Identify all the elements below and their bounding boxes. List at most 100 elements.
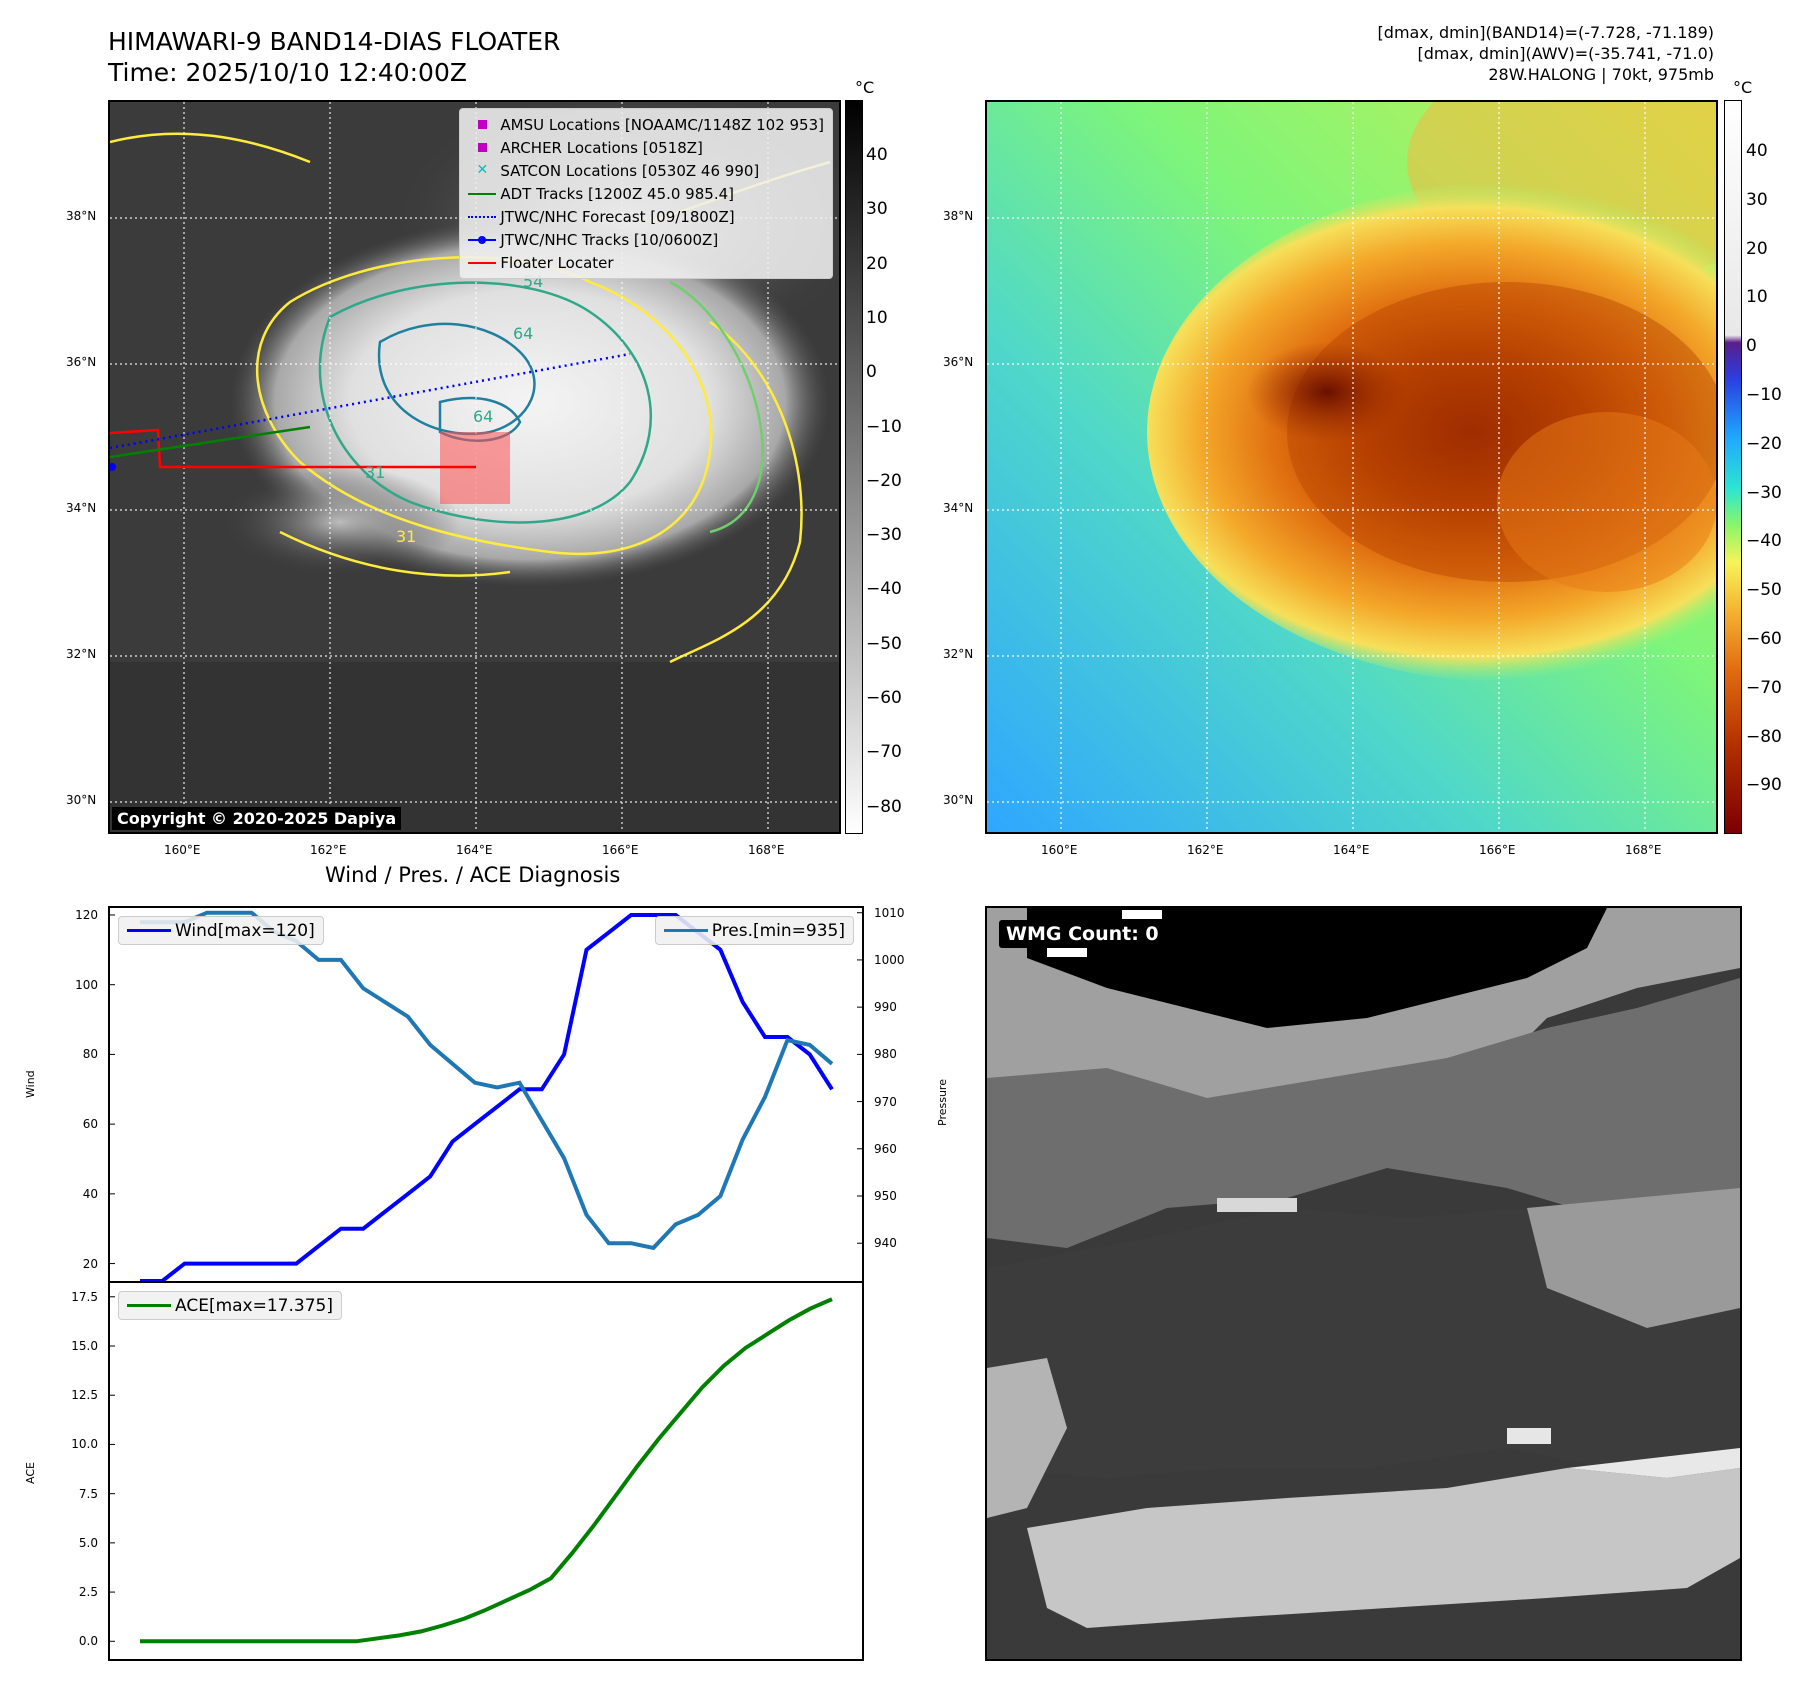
legend-label: ACE[max=17.375] (175, 1295, 333, 1316)
colorbar-unit: °C (855, 78, 875, 97)
lon-tick: 168°E (748, 843, 785, 857)
x-marker-icon: ✕ (476, 162, 489, 178)
wind-pressure-chart: Wind[max=120] Pres.[min=935] (108, 906, 864, 1283)
colorbar-tick: −60 (866, 688, 902, 708)
legend-item: AMSU Locations [NOAAMC/1148Z 102 953] (464, 113, 824, 136)
y-axis-label: ACE (24, 1462, 37, 1484)
wind-legend: Wind[max=120] (118, 916, 324, 945)
square-marker-icon (464, 136, 500, 159)
lat-tick: 38°N (66, 209, 97, 223)
lat-tick: 34°N (66, 501, 97, 515)
legend-label: Wind[max=120] (175, 920, 315, 941)
info-line-2: [dmax, dmin](AWV)=(-35.741, -71.0) (1417, 44, 1714, 63)
axis-tick: 10.0 (71, 1437, 98, 1452)
ir-map-panel: 54 64 64 31 31 AMSU Locations [NOAAMC/11… (108, 100, 841, 834)
lon-tick: 166°E (1479, 843, 1516, 857)
colorbar-tick: −30 (866, 525, 902, 546)
colorbar-tick: 20 (866, 253, 888, 274)
colorbar-tick: −30 (1746, 482, 1782, 503)
ace-legend: ACE[max=17.375] (118, 1291, 342, 1320)
line-marker-icon (123, 919, 175, 942)
info-line-1: [dmax, dmin](BAND14)=(-7.728, -71.189) (1377, 23, 1714, 42)
colorbar-tick: −20 (1746, 433, 1782, 454)
colorbar-tick: −70 (1746, 677, 1782, 698)
lat-tick: 30°N (66, 793, 97, 807)
axis-tick: 15.0 (71, 1338, 98, 1353)
dotted-line-icon (464, 205, 500, 228)
colorbar-tick: 30 (866, 199, 888, 220)
axis-tick: 80 (82, 1047, 98, 1062)
pressure-legend: Pres.[min=935] (654, 916, 854, 945)
legend-label: SATCON Locations [0530Z 46 990] (500, 161, 760, 180)
legend-item: ✕ SATCON Locations [0530Z 46 990] (464, 159, 824, 182)
y2-axis-label: Pressure (936, 1079, 949, 1126)
axis-tick: 960 (874, 1141, 897, 1156)
lat-tick: 30°N (943, 793, 974, 807)
colorbar-tick: 0 (866, 362, 877, 383)
wind-series-line (140, 913, 834, 1281)
lon-tick: 162°E (310, 843, 347, 857)
axis-tick: 5.0 (78, 1535, 98, 1550)
colorbar-tick: −10 (1746, 385, 1782, 405)
legend-item: Floater Locater (464, 251, 824, 274)
legend-label: ADT Tracks [1200Z 45.0 985.4] (500, 184, 734, 203)
wind-pressure-plot (110, 910, 862, 1281)
colorbar-tick: −60 (1746, 629, 1782, 649)
lon-tick: 168°E (1625, 843, 1662, 857)
line-marker-icon (123, 1294, 175, 1317)
wmg-count-label: WMG Count: 0 (999, 920, 1166, 948)
wmg-image (987, 908, 1740, 1659)
pressure-series-line (140, 910, 834, 1251)
enhanced-map-panel (985, 100, 1718, 834)
legend-item: JTWC/NHC Forecast [09/1800Z] (464, 205, 824, 228)
colorbar-tick: −40 (866, 579, 902, 600)
legend-label: JTWC/NHC Tracks [10/0600Z] (500, 230, 719, 249)
colorbar-unit: °C (1733, 78, 1753, 97)
square-marker-icon (464, 113, 500, 136)
colorbar-tick: 0 (1746, 336, 1757, 357)
title-line-2: Time: 2025/10/10 12:40:00Z (108, 58, 467, 87)
axis-tick: 7.5 (78, 1486, 98, 1501)
gray-colorbar (845, 100, 863, 834)
colorbar-tick: 40 (866, 145, 888, 165)
y-axis-label: Wind (24, 1070, 37, 1098)
colorbar-tick: −40 (1746, 531, 1782, 552)
axis-tick: 20 (82, 1256, 98, 1271)
legend-item: Pres.[min=935] (660, 919, 845, 942)
axis-tick: 980 (874, 1047, 897, 1062)
legend-label: JTWC/NHC Forecast [09/1800Z] (500, 207, 735, 226)
color-colorbar (1724, 100, 1742, 834)
copyright-badge: Copyright © 2020-2025 Dapiya (112, 807, 402, 830)
title-line-1: HIMAWARI-9 BAND14-DIAS FLOATER (108, 27, 561, 56)
legend-item: ACE[max=17.375] (123, 1294, 333, 1317)
lon-tick: 164°E (456, 843, 493, 857)
axis-tick: 0.0 (78, 1634, 98, 1649)
colorbar-tick: −80 (1746, 726, 1782, 747)
lon-tick: 166°E (602, 843, 639, 857)
colorbar-tick: 10 (1746, 287, 1768, 308)
line-marker-icon (660, 919, 712, 942)
axis-tick: 990 (874, 1000, 897, 1015)
colorbar-tick: −80 (866, 796, 902, 817)
lat-tick: 36°N (66, 355, 97, 369)
lon-tick: 162°E (1187, 843, 1224, 857)
contour-label: 31 (396, 527, 416, 546)
storm-info: [dmax, dmin](BAND14)=(-7.728, -71.189) [… (1378, 22, 1714, 85)
lon-tick: 160°E (1041, 843, 1078, 857)
axis-tick: 1000 (874, 952, 905, 967)
axis-tick: 100 (75, 977, 98, 992)
axis-tick: 17.5 (71, 1289, 98, 1304)
lat-tick: 36°N (943, 355, 974, 369)
legend-item: ARCHER Locations [0518Z] (464, 136, 824, 159)
map-legend: AMSU Locations [NOAAMC/1148Z 102 953] AR… (459, 108, 833, 279)
lat-tick: 34°N (943, 501, 974, 515)
ace-chart: ACE[max=17.375] (108, 1281, 864, 1661)
colorbar-tick: −50 (866, 633, 902, 654)
colorbar-tick: 40 (1746, 141, 1768, 161)
colorbar-tick: −10 (866, 416, 902, 437)
info-line-3: 28W.HALONG | 70kt, 975mb (1488, 65, 1714, 84)
ace-series-line (140, 1297, 833, 1644)
colorbar-tick: 30 (1746, 189, 1768, 210)
lat-tick: 32°N (943, 647, 974, 661)
lat-tick: 32°N (66, 647, 97, 661)
